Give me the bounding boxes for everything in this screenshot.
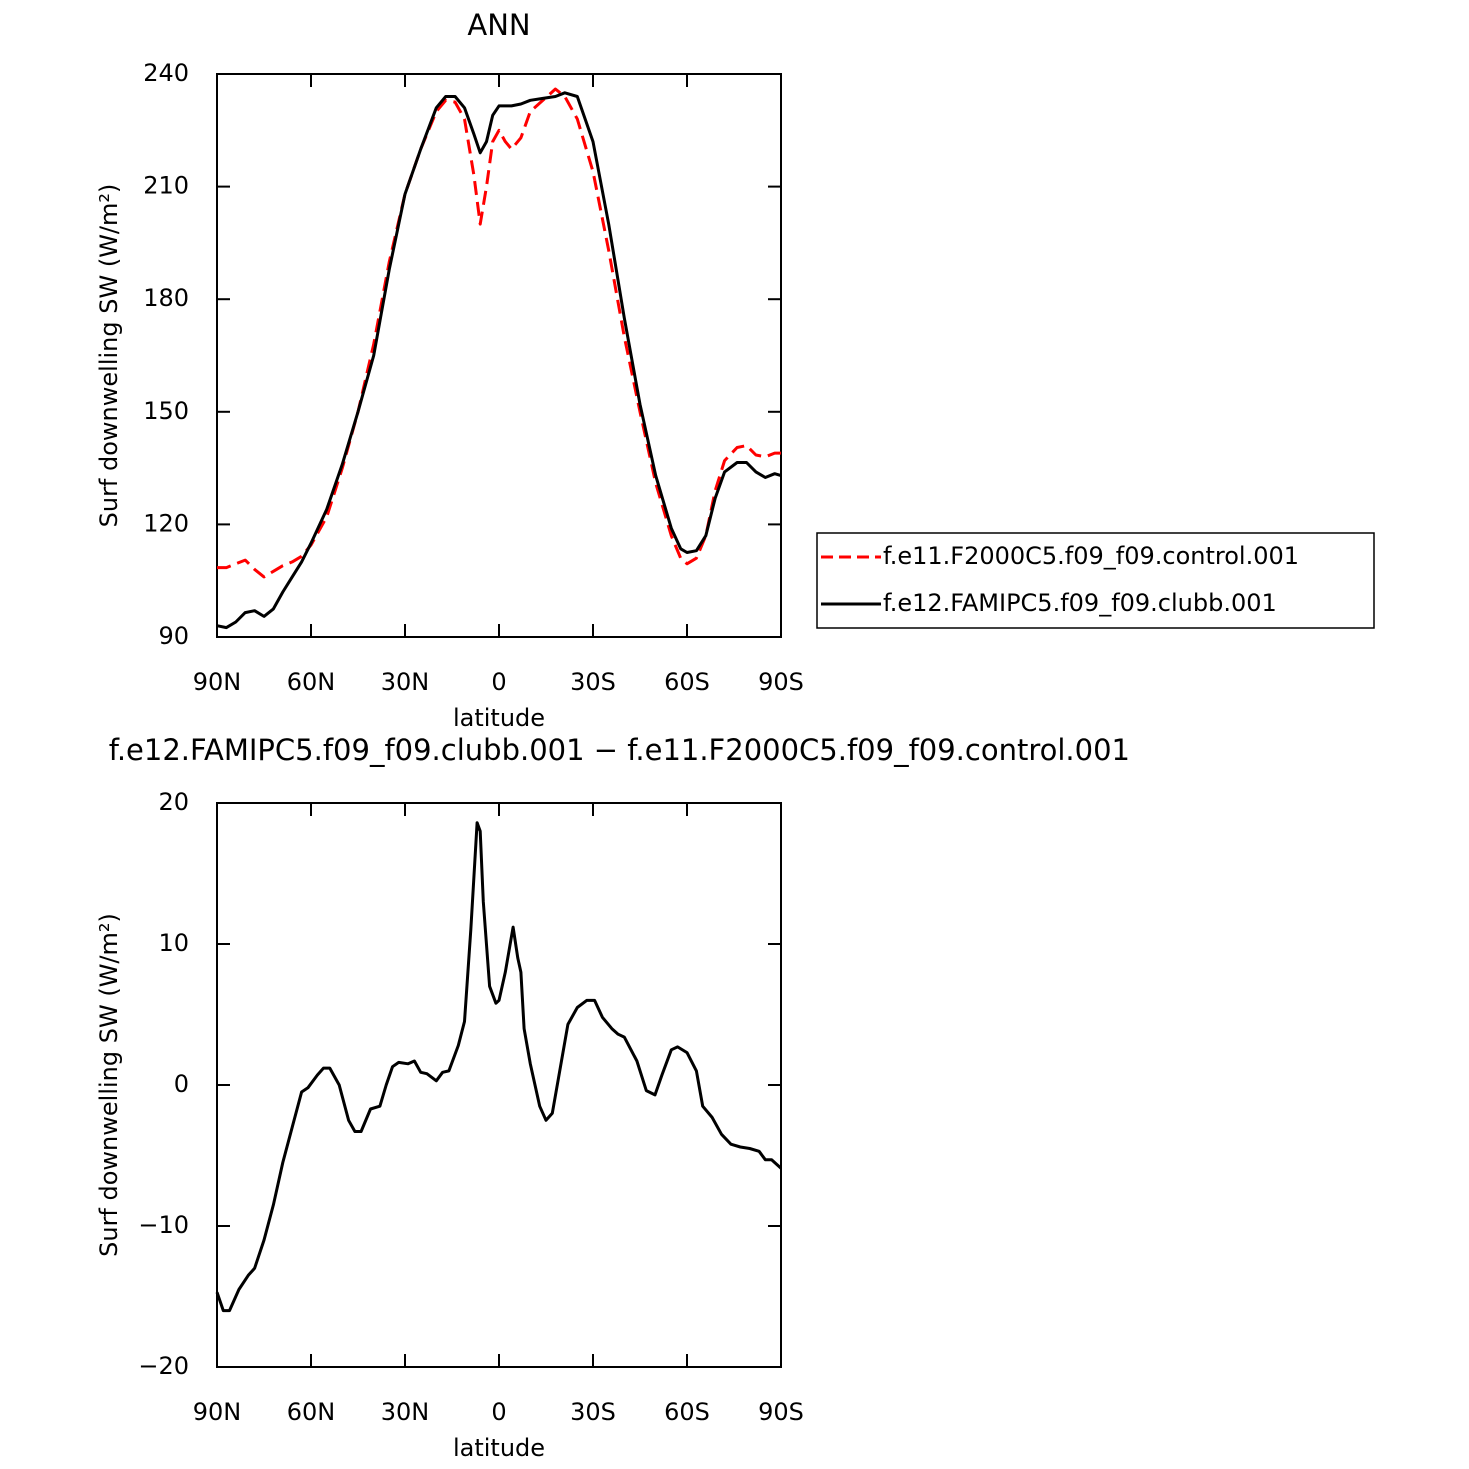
x-tick-label: 30N — [381, 1398, 430, 1426]
y-tick-label: 240 — [143, 59, 189, 87]
y-tick-label: 120 — [143, 509, 189, 537]
series-line — [215, 821, 783, 1313]
y-tick-label: 210 — [143, 172, 189, 200]
x-tick-label: 90N — [193, 1398, 242, 1426]
x-tick-label: 60S — [664, 1398, 710, 1426]
y-axis-label: Surf downwelling SW (W/m²) — [95, 913, 123, 1257]
y-tick-label: 180 — [143, 284, 189, 312]
y-tick-label: −10 — [138, 1211, 189, 1239]
chart-title: ANN — [467, 8, 530, 42]
x-axis-label: latitude — [453, 1434, 545, 1462]
y-tick-label: 0 — [174, 1070, 189, 1098]
series-line — [217, 87, 781, 579]
x-tick-label: 0 — [491, 668, 506, 696]
x-tick-label: 0 — [491, 1398, 506, 1426]
y-tick-label: 150 — [143, 397, 189, 425]
plot-frame — [216, 73, 782, 638]
chart-title: f.e12.FAMIPC5.f09_f09.clubb.001 − f.e11.… — [109, 733, 1130, 767]
x-tick-label: 30N — [381, 668, 430, 696]
plot-frame — [216, 802, 782, 1368]
x-tick-label: 30S — [570, 668, 616, 696]
legend-box — [816, 532, 1375, 629]
y-axis-label: Surf downwelling SW (W/m²) — [95, 184, 123, 528]
y-tick-label: 90 — [158, 622, 189, 650]
legend-label: f.e12.FAMIPC5.f09_f09.clubb.001 — [883, 589, 1277, 617]
x-tick-label: 60N — [287, 1398, 336, 1426]
y-tick-label: −20 — [138, 1352, 189, 1380]
x-tick-label: 60S — [664, 668, 710, 696]
legend-label: f.e11.F2000C5.f09_f09.control.001 — [883, 542, 1299, 570]
x-tick-label: 30S — [570, 1398, 616, 1426]
x-tick-label: 60N — [287, 668, 336, 696]
x-tick-label: 90S — [758, 668, 804, 696]
x-tick-label: 90N — [193, 668, 242, 696]
y-tick-label: 20 — [158, 788, 189, 816]
series-line — [216, 91, 782, 630]
y-tick-label: 10 — [158, 929, 189, 957]
x-axis-label: latitude — [453, 704, 545, 732]
x-tick-label: 90S — [758, 1398, 804, 1426]
